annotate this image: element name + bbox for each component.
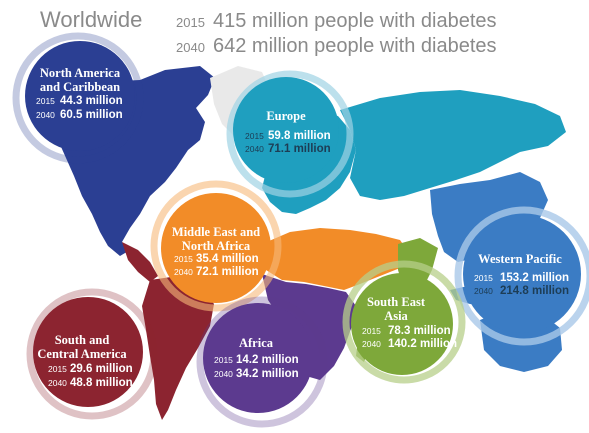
region-value-2015: 153.2 million — [500, 272, 569, 284]
region-value-2015: 14.2 million — [236, 354, 299, 366]
region-name-line2: and Caribbean — [40, 80, 120, 94]
region-name-line2: Asia — [384, 309, 408, 323]
region-value-2015: 59.8 million — [268, 130, 331, 142]
region-value-2015: 29.6 million — [70, 363, 133, 375]
region-value-2040: 48.8 million — [70, 377, 133, 389]
land-north-asia — [340, 90, 566, 200]
title-year-2015: 2015 — [176, 15, 205, 30]
region-name-line1: Europe — [266, 109, 306, 123]
land-africa — [262, 274, 356, 380]
region-value-2040: 214.8 million — [500, 285, 569, 297]
region-value-2040: 60.5 million — [60, 109, 123, 121]
region-value-2040: 71.1 million — [268, 143, 331, 155]
bubble-north-america: North America and Caribbean 2015 44.3 mi… — [12, 32, 144, 164]
region-name-line1: Middle East and — [172, 225, 260, 239]
region-year-2040: 2040 — [474, 286, 493, 296]
region-name-line1: South East — [367, 295, 426, 309]
bubble-disc — [463, 215, 581, 333]
region-year-2015: 2015 — [36, 96, 55, 106]
bubble-europe: Europe 2015 59.8 million 2040 71.1 milli… — [226, 70, 354, 198]
region-year-2015: 2015 — [48, 364, 67, 374]
region-name-line2: Central America — [37, 347, 127, 361]
title-block: Worldwide 2015 415 million people with d… — [40, 7, 497, 57]
bubble-africa: Africa 2015 14.2 million 2040 34.2 milli… — [196, 296, 328, 428]
region-value-2040: 140.2 million — [388, 338, 457, 350]
bubble-western-pacific: Western Pacific 2015 153.2 million 2040 … — [454, 206, 589, 346]
region-value-2015: 78.3 million — [388, 325, 451, 337]
region-year-2015: 2015 — [245, 131, 264, 141]
land-central-america — [122, 242, 158, 282]
region-name-line1: Africa — [239, 336, 274, 350]
bubble-disc — [25, 41, 135, 151]
region-year-2040: 2040 — [245, 144, 264, 154]
region-name-line1: Western Pacific — [478, 252, 562, 266]
region-year-2015: 2015 — [174, 254, 193, 264]
land-south-america — [142, 276, 214, 420]
bubble-halo — [26, 288, 158, 420]
title-worldwide: Worldwide — [40, 7, 142, 32]
region-name-line1: North America — [40, 66, 121, 80]
region-year-2040: 2040 — [362, 339, 381, 349]
region-value-2040: 34.2 million — [236, 368, 299, 380]
bubble-halo — [12, 32, 144, 164]
region-value-2015: 35.4 million — [196, 253, 259, 265]
bubble-halo — [226, 70, 354, 198]
title-line-2040: 642 million people with diabetes — [213, 35, 497, 57]
region-year-2015: 2015 — [214, 355, 233, 365]
region-value-2040: 72.1 million — [196, 266, 259, 278]
region-year-2015: 2015 — [362, 326, 381, 336]
region-year-2015: 2015 — [474, 273, 493, 283]
bubble-disc — [203, 303, 313, 413]
region-name-line1: South and — [55, 333, 110, 347]
bubble-disc — [33, 297, 143, 407]
bubble-disc — [233, 77, 339, 183]
bubble-disc — [351, 273, 453, 375]
region-value-2015: 44.3 million — [60, 95, 123, 107]
region-year-2040: 2040 — [48, 378, 67, 388]
bubble-mena: Middle East and North Africa 2015 35.4 m… — [150, 180, 282, 312]
bubble-south-east-asia: South East Asia 2015 78.3 million 2040 1… — [342, 260, 466, 384]
region-year-2040: 2040 — [174, 267, 193, 277]
region-year-2040: 2040 — [214, 369, 233, 379]
bubble-halo — [454, 206, 589, 346]
region-name-line2: North Africa — [182, 239, 251, 253]
bubble-disc — [161, 193, 271, 303]
bubble-halo — [342, 260, 466, 384]
bubble-halo — [150, 180, 282, 312]
region-year-2040: 2040 — [36, 110, 55, 120]
title-year-2040: 2040 — [176, 40, 205, 55]
title-line-2015: 415 million people with diabetes — [213, 10, 497, 32]
bubble-halo — [196, 296, 328, 428]
region-bubbles: North America and Caribbean 2015 44.3 mi… — [12, 32, 589, 428]
bubble-south-central-america: South and Central America 2015 29.6 mill… — [26, 288, 158, 420]
